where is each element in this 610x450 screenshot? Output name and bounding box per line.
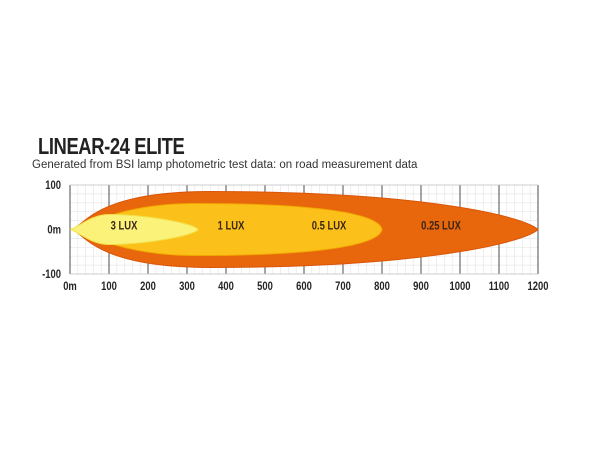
svg-text:100: 100 bbox=[101, 280, 117, 293]
svg-text:-100: -100 bbox=[42, 268, 61, 281]
svg-text:500: 500 bbox=[257, 280, 273, 293]
svg-text:400: 400 bbox=[218, 280, 234, 293]
svg-text:0m: 0m bbox=[63, 280, 77, 293]
svg-text:0.5 LUX: 0.5 LUX bbox=[312, 220, 347, 233]
svg-text:200: 200 bbox=[140, 280, 156, 293]
svg-text:100: 100 bbox=[45, 179, 61, 192]
svg-text:3 LUX: 3 LUX bbox=[111, 220, 138, 233]
svg-text:1100: 1100 bbox=[489, 280, 510, 293]
svg-text:1200: 1200 bbox=[528, 280, 549, 293]
svg-text:1 LUX: 1 LUX bbox=[218, 220, 245, 233]
svg-text:0.25 LUX: 0.25 LUX bbox=[421, 220, 461, 233]
svg-text:800: 800 bbox=[374, 280, 390, 293]
svg-text:700: 700 bbox=[335, 280, 351, 293]
svg-text:300: 300 bbox=[179, 280, 195, 293]
svg-text:600: 600 bbox=[296, 280, 312, 293]
svg-text:900: 900 bbox=[413, 280, 429, 293]
svg-text:0m: 0m bbox=[47, 224, 61, 237]
svg-text:1000: 1000 bbox=[450, 280, 471, 293]
